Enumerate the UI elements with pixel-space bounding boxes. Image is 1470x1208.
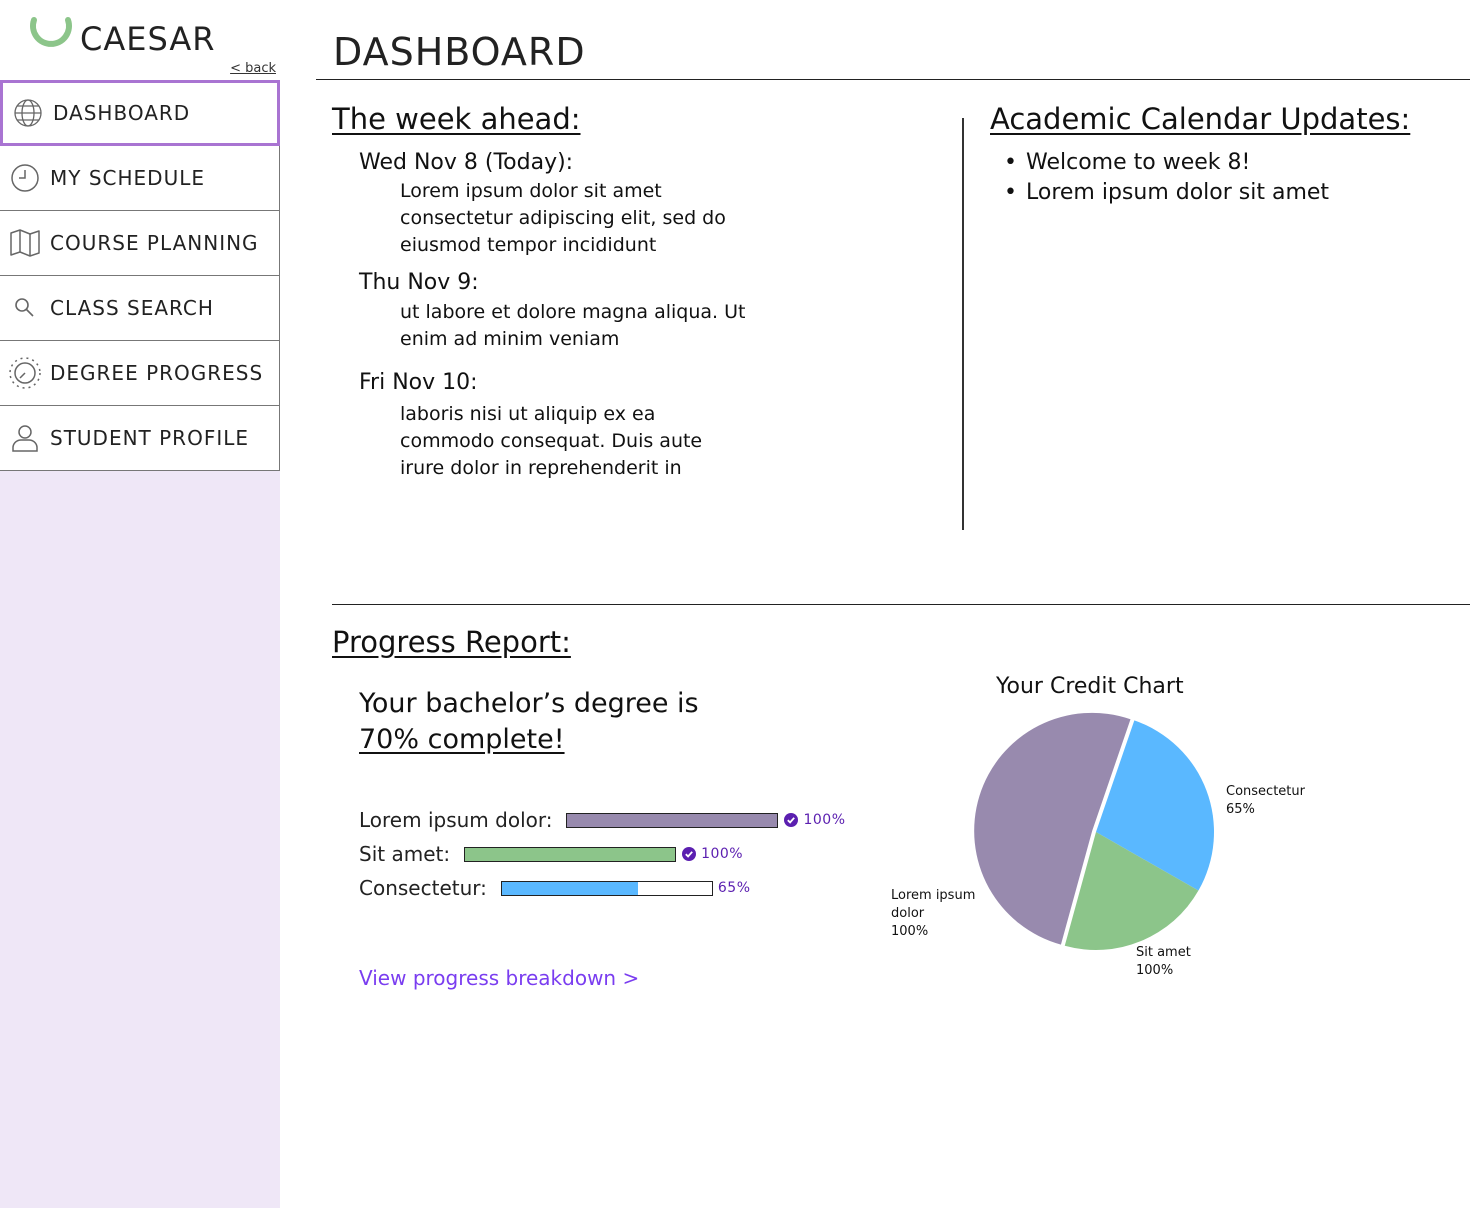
check-icon: [784, 813, 799, 827]
slice-label-value: 100%: [891, 924, 928, 939]
brand-name: CAESAR: [80, 20, 216, 58]
sidebar-item-label: DASHBOARD: [53, 101, 191, 125]
search-icon: [0, 296, 50, 320]
progress-report-heading: Progress Report:: [332, 625, 571, 659]
progress-bar-label: Sit amet:: [359, 842, 451, 866]
degree-status-text: Your bachelor’s degree is: [359, 688, 699, 719]
map-icon: [0, 228, 50, 258]
gauge-icon: [0, 356, 50, 390]
day-label: Wed Nov 8 (Today):: [359, 150, 574, 175]
slice-label-name-part: dolor: [891, 906, 925, 921]
list-item: Welcome to week 8!: [1004, 148, 1329, 178]
brand-area: CAESAR < back: [0, 0, 280, 80]
progress-bar-fill: [465, 847, 676, 861]
sidebar-item-degree-progress[interactable]: DEGREE PROGRESS: [0, 341, 280, 406]
progress-bar-percent: 65%: [717, 880, 751, 896]
progress-bar: [464, 846, 677, 862]
calendar-updates-heading: Academic Calendar Updates:: [990, 102, 1411, 136]
divider: [332, 604, 1470, 605]
sidebar-item-my-schedule[interactable]: MY SCHEDULE: [0, 146, 280, 211]
pie-slice-sit-amet: [1064, 832, 1199, 951]
slice-label-name: Sit amet: [1136, 945, 1191, 960]
slice-label-value: 65%: [1226, 802, 1255, 817]
pie-slice-consectetur: [1096, 720, 1214, 891]
caesar-logo-icon: [30, 17, 72, 47]
day-text-line: irure dolor in reprehenderit in: [400, 457, 682, 479]
sidebar-nav: DASHBOARD MY SCHEDULE COURSE PLANNING: [0, 80, 280, 471]
day-label: Thu Nov 9:: [359, 270, 479, 295]
back-link[interactable]: < back: [230, 61, 276, 76]
slice-label-name: Consectetur: [1226, 784, 1306, 799]
day-text: Lorem ipsum dolor sit amet consectetur a…: [400, 178, 760, 259]
day-text-line: consectetur adipiscing elit, sed do: [400, 207, 726, 229]
progress-bar: [500, 880, 713, 896]
sidebar: CAESAR < back DASHBOARD MY SCHEDULE: [0, 0, 280, 1208]
progress-bar-fill: [567, 813, 778, 827]
user-icon: [0, 423, 50, 453]
day-text-line: commodo consequat. Duis aute: [400, 430, 703, 452]
divider: [316, 79, 1470, 80]
vertical-divider: [962, 118, 964, 530]
sidebar-item-student-profile[interactable]: STUDENT PROFILE: [0, 406, 280, 471]
sidebar-item-label: CLASS SEARCH: [50, 296, 214, 320]
page-title: DASHBOARD: [333, 30, 586, 74]
globe-icon: [3, 98, 53, 128]
day-text-line: ut labore et dolore magna aliqua. Ut: [400, 301, 746, 323]
progress-bar-row: Consectetur: 65%: [359, 875, 751, 901]
sidebar-item-label: MY SCHEDULE: [50, 166, 205, 190]
progress-bar-label: Consectetur:: [359, 876, 487, 900]
slice-label-value: 100%: [1136, 963, 1173, 978]
calendar-updates-list: Welcome to week 8! Lorem ipsum dolor sit…: [1004, 148, 1329, 208]
day-text-line: enim ad minim veniam: [400, 328, 620, 350]
day-text: laboris nisi ut aliquip ex ea commodo co…: [400, 401, 760, 482]
slice-label-name: Lorem ipsum dolor: [891, 888, 980, 921]
pie-slice-lorem-ipsum-dolor: [974, 712, 1131, 945]
sidebar-item-label: COURSE PLANNING: [50, 231, 259, 255]
slice-label-name-part: Lorem ipsum: [891, 888, 975, 903]
progress-bar-fill: [501, 881, 639, 895]
list-item: Lorem ipsum dolor sit amet: [1004, 178, 1329, 208]
sidebar-item-dashboard[interactable]: DASHBOARD: [0, 80, 280, 146]
progress-bar-row: Sit amet: 100%: [359, 841, 743, 867]
view-progress-breakdown-link[interactable]: View progress breakdown >: [359, 966, 640, 990]
day-text-line: eiusmod tempor incididunt: [400, 234, 657, 256]
clock-icon: [0, 163, 50, 193]
sidebar-item-course-planning[interactable]: COURSE PLANNING: [0, 211, 280, 276]
chart-title: Your Credit Chart: [996, 674, 1184, 699]
progress-bar-row: Lorem ipsum dolor: 100%: [359, 807, 846, 833]
degree-percent-text: 70% complete!: [359, 724, 565, 755]
sidebar-item-class-search[interactable]: CLASS SEARCH: [0, 276, 280, 341]
day-text-line: Lorem ipsum dolor sit amet: [400, 180, 662, 202]
day-text: ut labore et dolore magna aliqua. Ut eni…: [400, 299, 760, 353]
day-text-line: laboris nisi ut aliquip ex ea: [400, 403, 656, 425]
progress-bar: [566, 812, 779, 828]
progress-bar-percent: 100%: [701, 846, 744, 862]
sidebar-item-label: STUDENT PROFILE: [50, 426, 250, 450]
progress-bar-percent: 100%: [803, 812, 846, 828]
day-label: Fri Nov 10:: [359, 370, 478, 395]
sidebar-item-label: DEGREE PROGRESS: [50, 361, 264, 385]
progress-bar-label: Lorem ipsum dolor:: [359, 808, 553, 832]
check-icon: [682, 847, 697, 861]
week-ahead-heading: The week ahead:: [332, 102, 581, 136]
